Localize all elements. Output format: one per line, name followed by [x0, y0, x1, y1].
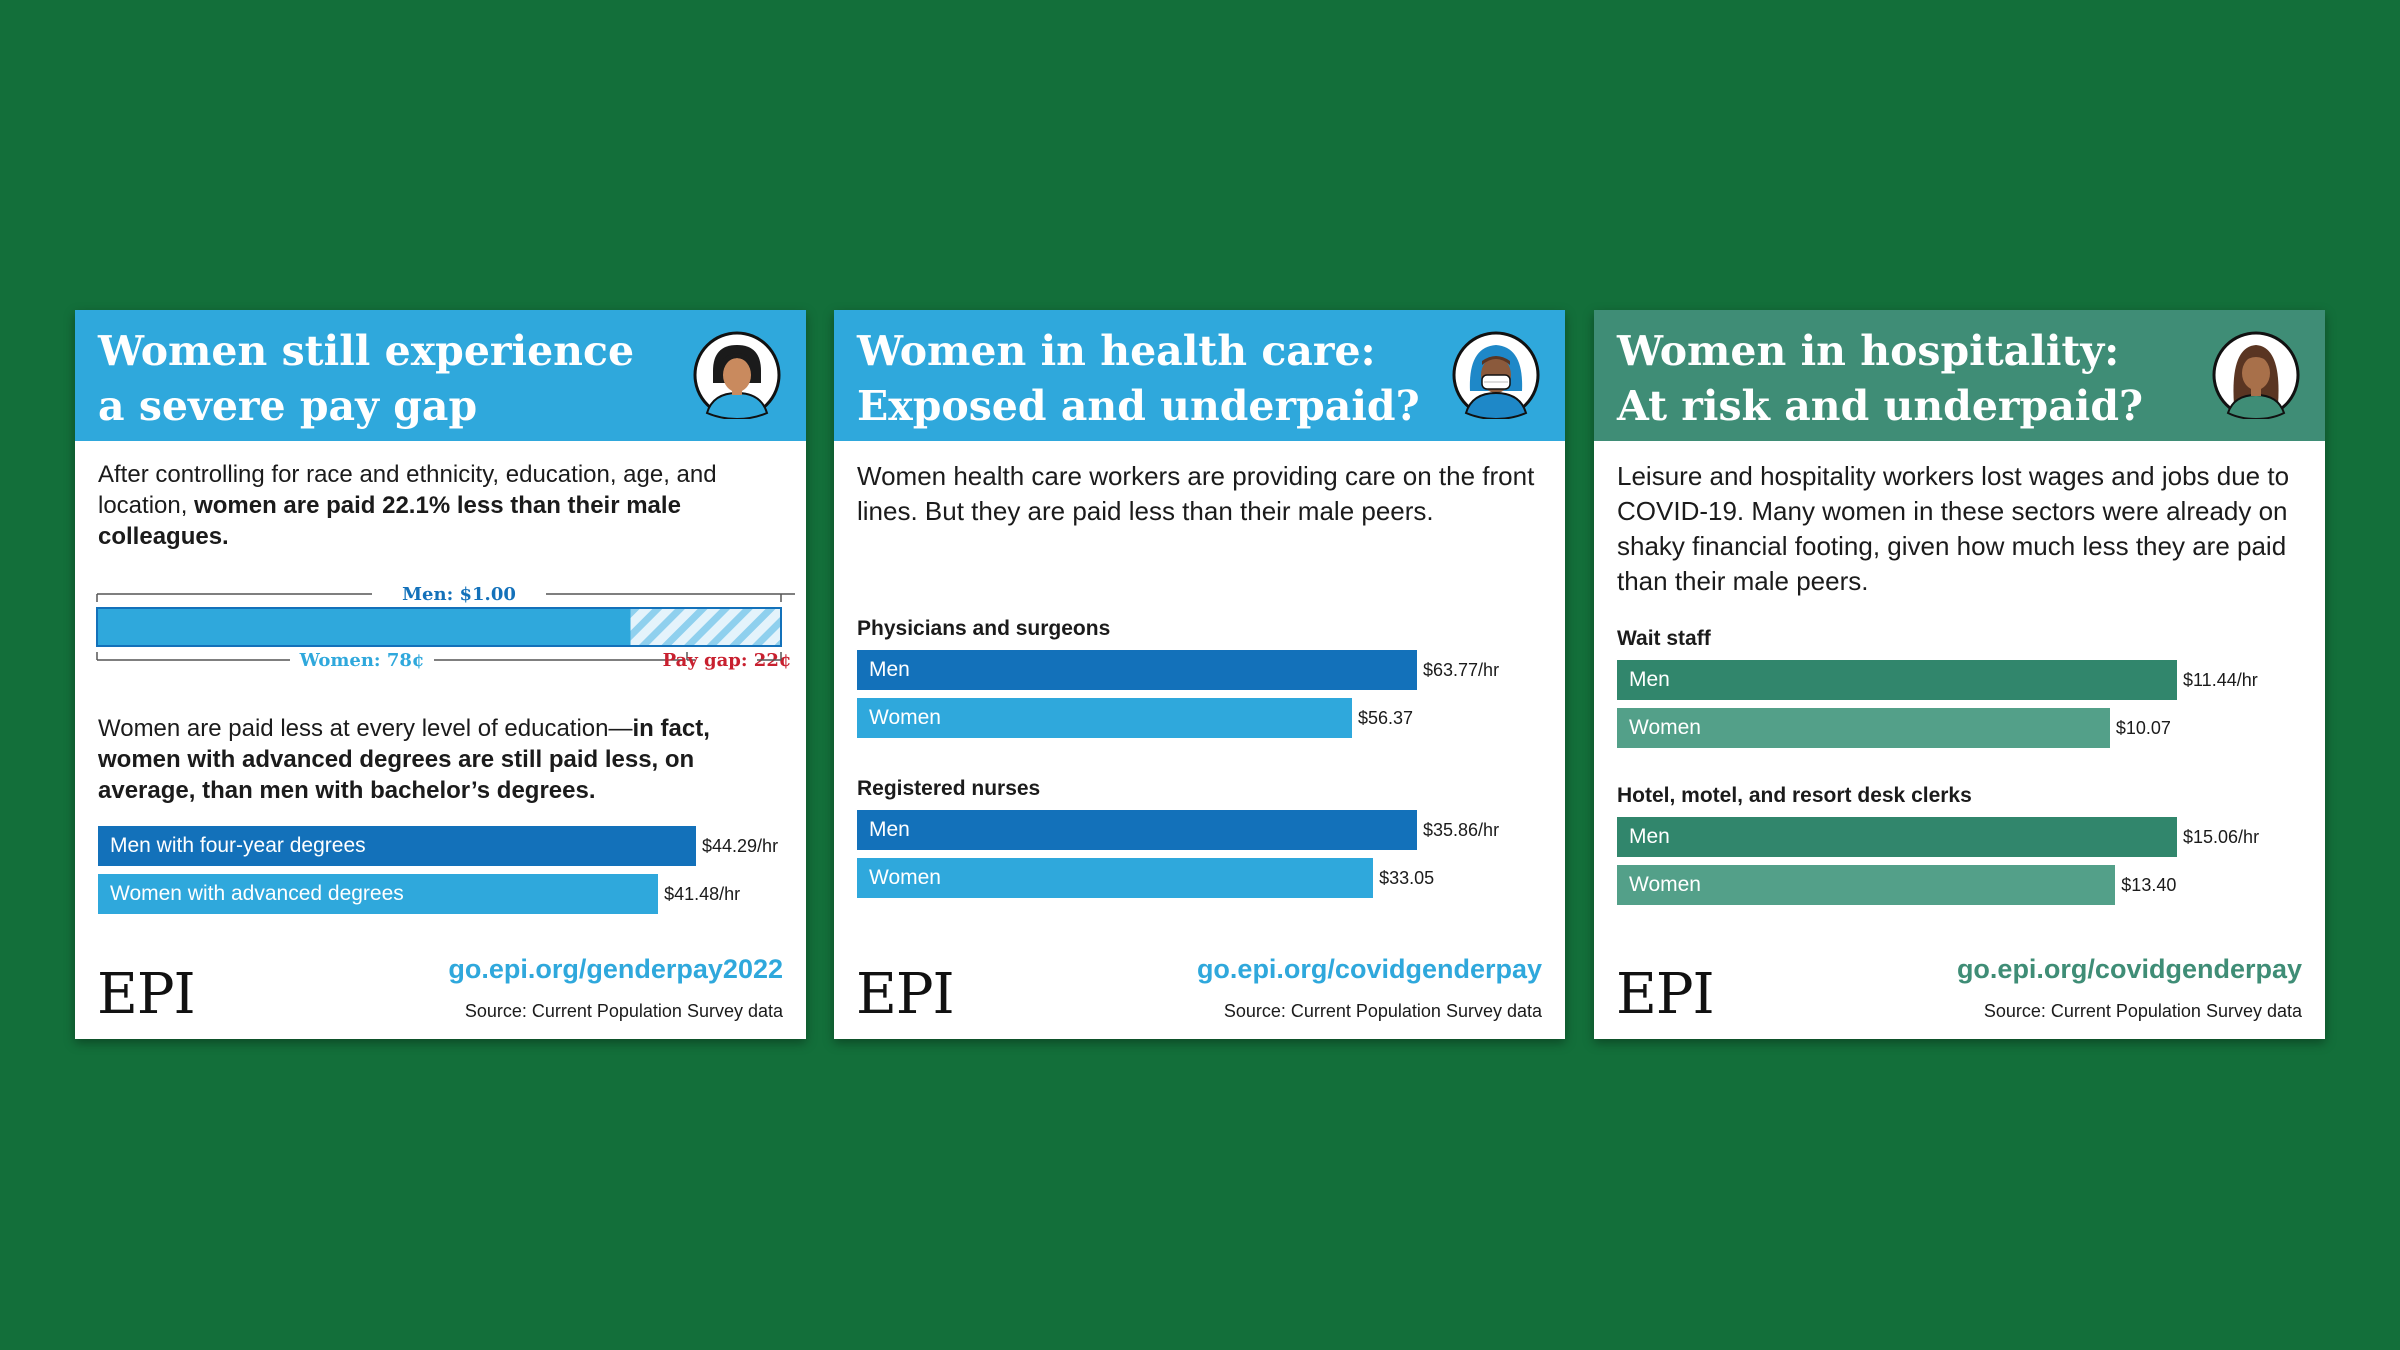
card-title: Women still experience a severe pay gap — [98, 324, 634, 434]
group-label: Hotel, motel, and resort desk clerks — [1617, 784, 1972, 807]
title-line-2: a severe pay gap — [98, 382, 478, 430]
source-link[interactable]: go.epi.org/covidgenderpay — [1956, 954, 2302, 984]
source-link[interactable]: go.epi.org/covidgenderpay — [1196, 954, 1542, 984]
title-line-1: Women in hospitality: — [1617, 327, 2120, 375]
source-note: Source: Current Population Survey data — [464, 1001, 783, 1021]
men-100-bar-outline — [96, 607, 782, 647]
nurses-men-bar: Men — [857, 810, 1417, 850]
wait-staff-men-bar: Men — [1617, 660, 2177, 700]
wait-staff-women-row: Women $10.07 — [1617, 708, 2317, 748]
card-title: Women in hospitality: At risk and underp… — [1617, 324, 2143, 434]
card-title: Women in health care: Exposed and underp… — [857, 324, 1420, 434]
intro-text: After controlling for race and ethnicity… — [98, 459, 783, 552]
nurses-men-row: Men $35.86/hr — [857, 810, 1557, 850]
physicians-men-bar: Men — [857, 650, 1417, 690]
card-header: Women in health care: Exposed and underp… — [834, 310, 1565, 441]
men-four-year-bar: Men with four-year degrees — [98, 826, 696, 866]
hospitality-card: Women in hospitality: At risk and underp… — [1594, 310, 2325, 1039]
intro-plain: After controlling for race and ethnicity… — [98, 461, 717, 519]
bar-value-label: $33.05 — [1379, 868, 1435, 888]
title-line-1: Women in health care: — [857, 327, 1376, 375]
physicians-women-row: Women $56.37 — [857, 698, 1557, 738]
woman-long-hair-icon — [2212, 331, 2300, 419]
intro-text: Leisure and hospitality workers lost wag… — [1617, 461, 2290, 596]
edu-women-row: Women with advanced degrees $41.48/hr — [98, 874, 798, 914]
bar-category-label: Women — [1629, 873, 1701, 896]
bar-category-label: Men — [869, 658, 910, 681]
physicians-women-bar: Women — [857, 698, 1352, 738]
title-line-1: Women still experience — [98, 327, 635, 375]
card-header: Women still experience a severe pay gap — [75, 310, 806, 441]
epi-logo: EPI — [1616, 962, 1715, 1027]
wait-staff-men-row: Men $11.44/hr — [1617, 660, 2317, 700]
bar-category-label: Men — [869, 818, 910, 841]
bar-value-label: $41.48/hr — [664, 884, 741, 904]
women-gap-label: Women: 78¢ — [299, 650, 425, 671]
bar-category-label: Men — [1629, 825, 1670, 848]
source-note: Source: Current Population Survey data — [1983, 1001, 2302, 1021]
intro-text: Women health care workers are providing … — [857, 461, 1535, 526]
bar-value-label: $44.29/hr — [702, 836, 779, 856]
physicians-men-row: Men $63.77/hr — [857, 650, 1557, 690]
wait-staff-women-bar: Women — [1617, 708, 2110, 748]
bar-value-label: $11.44/hr — [2183, 670, 2258, 690]
pay-gap-chart: Men: $1.00 Women: 78¢ Pay gap: 22¢ — [96, 584, 795, 671]
bar-value-label: $56.37 — [1358, 708, 1414, 728]
bar-category-label: Men — [1629, 668, 1670, 691]
edu-men-row: Men with four-year degrees $44.29/hr — [98, 826, 798, 866]
women-78-bar — [97, 608, 631, 646]
group-label: Registered nurses — [857, 777, 1041, 800]
desk-clerks-women-bar: Women — [1617, 865, 2116, 905]
woman-portrait-icon — [693, 331, 781, 419]
women-advanced-bar: Women with advanced degrees — [98, 874, 659, 914]
source-note: Source: Current Population Survey data — [1223, 1001, 1542, 1021]
title-line-2: At risk and underpaid? — [1617, 382, 2144, 430]
bar-value-label: $10.07 — [2115, 718, 2171, 738]
education-text: Women are paid less at every level of ed… — [98, 713, 783, 806]
bar-value-label: $15.06/hr — [2183, 827, 2260, 847]
pay-gap-label: Pay gap: 22¢ — [663, 650, 792, 671]
bar-category-label: Women — [869, 706, 941, 729]
bar-category-label: Women — [1629, 716, 1701, 739]
bar-value-label: $13.40 — [2121, 875, 2177, 895]
source-link[interactable]: go.epi.org/genderpay2022 — [448, 954, 783, 984]
education-plain: Women are paid less at every level of ed… — [98, 715, 633, 742]
men-gap-label: Men: $1.00 — [402, 584, 516, 605]
intro-bold: women are paid 22.1% less than their mal… — [98, 492, 681, 550]
pay-gap-card: Women still experience a severe pay gap … — [75, 310, 806, 1039]
desk-clerks-women-row: Women $13.40 — [1617, 865, 2317, 905]
group-label: Wait staff — [1617, 627, 1711, 650]
education-bold: in fact, women with advanced degrees are… — [98, 715, 710, 804]
masked-health-worker-icon — [1452, 331, 1540, 419]
nurses-women-bar: Women — [857, 858, 1374, 898]
epi-logo: EPI — [97, 962, 196, 1027]
card-header: Women in hospitality: At risk and underp… — [1594, 310, 2325, 441]
title-line-2: Exposed and underpaid? — [857, 382, 1420, 430]
desk-clerks-men-row: Men $15.06/hr — [1617, 817, 2317, 857]
desk-clerks-men-bar: Men — [1617, 817, 2177, 857]
bar-value-label: $35.86/hr — [1423, 820, 1500, 840]
group-label: Physicians and surgeons — [857, 617, 1111, 640]
bar-category-label: Men with four-year degrees — [110, 834, 366, 857]
bar-value-label: $63.77/hr — [1423, 660, 1500, 680]
nurses-women-row: Women $33.05 — [857, 858, 1557, 898]
health-care-card: Women in health care: Exposed and underp… — [834, 310, 1565, 1039]
bar-category-label: Women with advanced degrees — [110, 882, 404, 905]
bar-category-label: Women — [869, 866, 941, 889]
epi-logo: EPI — [856, 962, 955, 1027]
pay-gap-hatched-bar — [630, 608, 781, 646]
